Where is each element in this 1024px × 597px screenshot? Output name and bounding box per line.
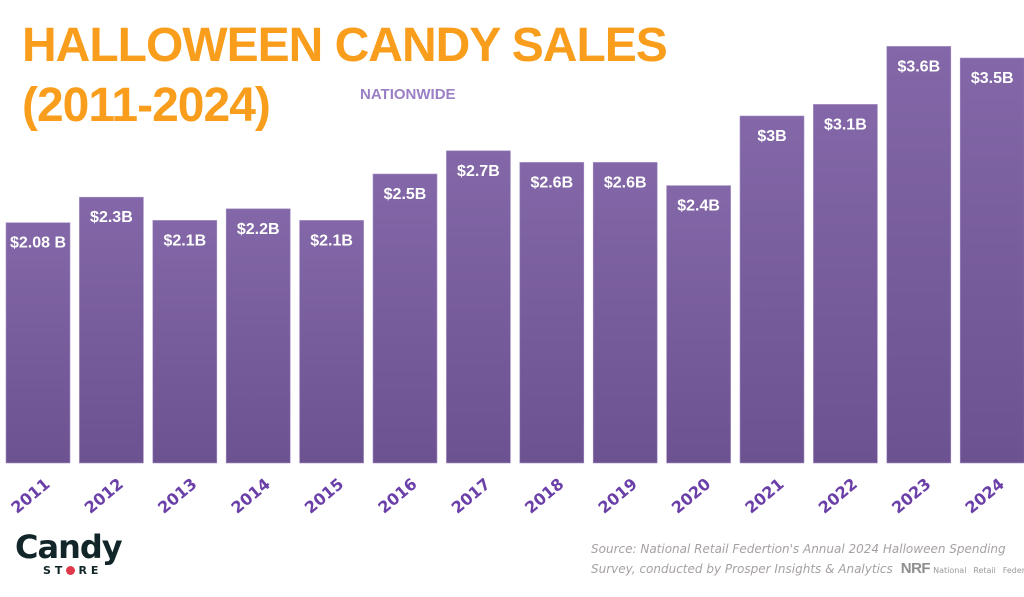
source-note: Source: National Retail Federtion's Annu… xyxy=(591,540,1024,580)
bar-2019 xyxy=(592,162,658,464)
data-label-2019: $2.6B xyxy=(604,174,647,191)
bar-2012 xyxy=(79,196,144,464)
bar-2011 xyxy=(5,222,71,464)
bar-2017 xyxy=(446,150,511,464)
x-tick-2011: 2011 xyxy=(7,474,53,517)
data-labels-group: $2.08 B $2.3B $2.1B $2.2B $2.1B $2.5B $2.7B $2.… xyxy=(10,58,1014,251)
logo-wordmark: Candy xyxy=(15,528,123,566)
nrf-line2: Retail xyxy=(973,566,996,575)
data-label-2022: $3.1B xyxy=(824,116,867,133)
x-tick-2015: 2015 xyxy=(301,474,347,517)
x-tick-2020: 2020 xyxy=(668,474,714,517)
data-label-2013: $2.1B xyxy=(163,232,206,249)
bar-2015 xyxy=(299,220,364,464)
data-label-2011: $2.08 B xyxy=(10,235,66,252)
logo-subtitle: ST RE xyxy=(43,564,135,577)
x-tick-2016: 2016 xyxy=(374,474,420,517)
x-tick-2019: 2019 xyxy=(595,474,641,517)
data-label-2017: $2.7B xyxy=(457,163,500,180)
x-tick-2014: 2014 xyxy=(228,474,274,517)
bars-group xyxy=(5,46,1024,464)
data-label-2020: $2.4B xyxy=(677,198,720,215)
data-label-2012: $2.3B xyxy=(90,209,133,226)
x-tick-2013: 2013 xyxy=(154,474,200,517)
nrf-line3: Federation xyxy=(1002,566,1024,575)
source-line1: Source: National Retail Federtion's Annu… xyxy=(591,542,1006,556)
data-label-2018: $2.6B xyxy=(530,174,573,191)
chart-title-line1: Halloween Candy Sales xyxy=(22,19,668,72)
x-tick-2023: 2023 xyxy=(888,474,934,517)
bar-2024 xyxy=(959,57,1024,464)
chart-subtitle: Nationwide xyxy=(360,86,456,103)
x-tick-labels-group: 2011 2012 2013 2014 2015 2016 2017 2018 2019 2020… xyxy=(7,474,1008,517)
nrf-mark: NRF xyxy=(900,560,931,577)
data-label-2021: $3B xyxy=(757,128,786,145)
source-line2: Survey, conducted by Prosper Insights & … xyxy=(591,559,1024,580)
bar-2013 xyxy=(152,220,218,464)
data-label-2015: $2.1B xyxy=(310,232,353,249)
chart-title-line2: (2011-2024) xyxy=(22,79,271,132)
x-tick-2018: 2018 xyxy=(521,474,567,517)
logo-sub-right: RE xyxy=(78,564,103,577)
bar-2022 xyxy=(813,104,878,464)
x-tick-2021: 2021 xyxy=(741,474,787,517)
x-tick-2022: 2022 xyxy=(815,474,861,517)
nrf-line1: National xyxy=(933,566,967,575)
bar-2018 xyxy=(519,162,585,464)
data-label-2023: $3.6B xyxy=(897,58,940,75)
source-line2-text: Survey, conducted by Prosper Insights & … xyxy=(591,562,893,576)
data-label-2014: $2.2B xyxy=(237,221,280,238)
data-label-2016: $2.5B xyxy=(384,186,427,203)
bar-2023 xyxy=(886,46,952,464)
bar-chart: $2.08 B $2.3B $2.1B $2.2B $2.1B $2.5B $2.7B $2.… xyxy=(5,46,1024,517)
candy-store-logo: Candy ST RE xyxy=(15,530,135,577)
logo-sub-left: ST xyxy=(43,564,67,577)
bar-2014 xyxy=(225,208,291,464)
x-tick-2012: 2012 xyxy=(81,474,127,517)
data-label-2024: $3.5B xyxy=(971,70,1014,87)
bar-2016 xyxy=(372,173,438,464)
x-tick-2024: 2024 xyxy=(962,474,1008,517)
candy-icon xyxy=(66,566,76,575)
bar-2021 xyxy=(739,115,805,464)
x-tick-2017: 2017 xyxy=(448,474,494,517)
bar-2020 xyxy=(666,185,731,464)
